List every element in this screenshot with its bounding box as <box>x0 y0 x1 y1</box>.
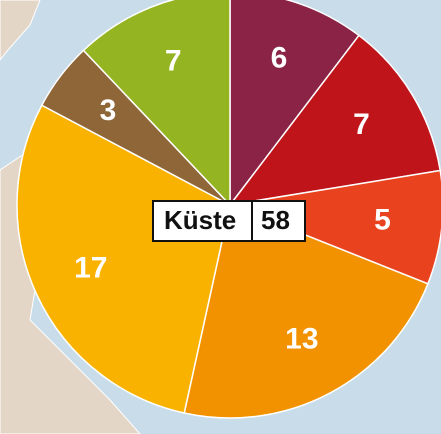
label-box <box>152 200 306 242</box>
land <box>0 0 41 61</box>
pie-slice <box>228 34 441 207</box>
pie-slice <box>183 203 429 419</box>
slice-label: 7 <box>165 44 182 77</box>
slice-label: 13 <box>285 322 318 355</box>
center-label-text: Küste <box>164 205 236 235</box>
total-label: 58 <box>261 205 290 235</box>
pie: 6 7 5 13 17 3 7 <box>16 0 441 419</box>
slice-label: 7 <box>353 108 370 141</box>
center-label: Küste 58 <box>152 200 306 242</box>
pie-slice <box>229 0 360 208</box>
slice-label: 17 <box>74 251 107 284</box>
pie-slice <box>16 104 231 414</box>
slice-label: 5 <box>374 204 391 237</box>
slice-label: 3 <box>100 94 117 127</box>
slice-label: 6 <box>271 42 288 75</box>
pie-slice <box>82 0 231 207</box>
